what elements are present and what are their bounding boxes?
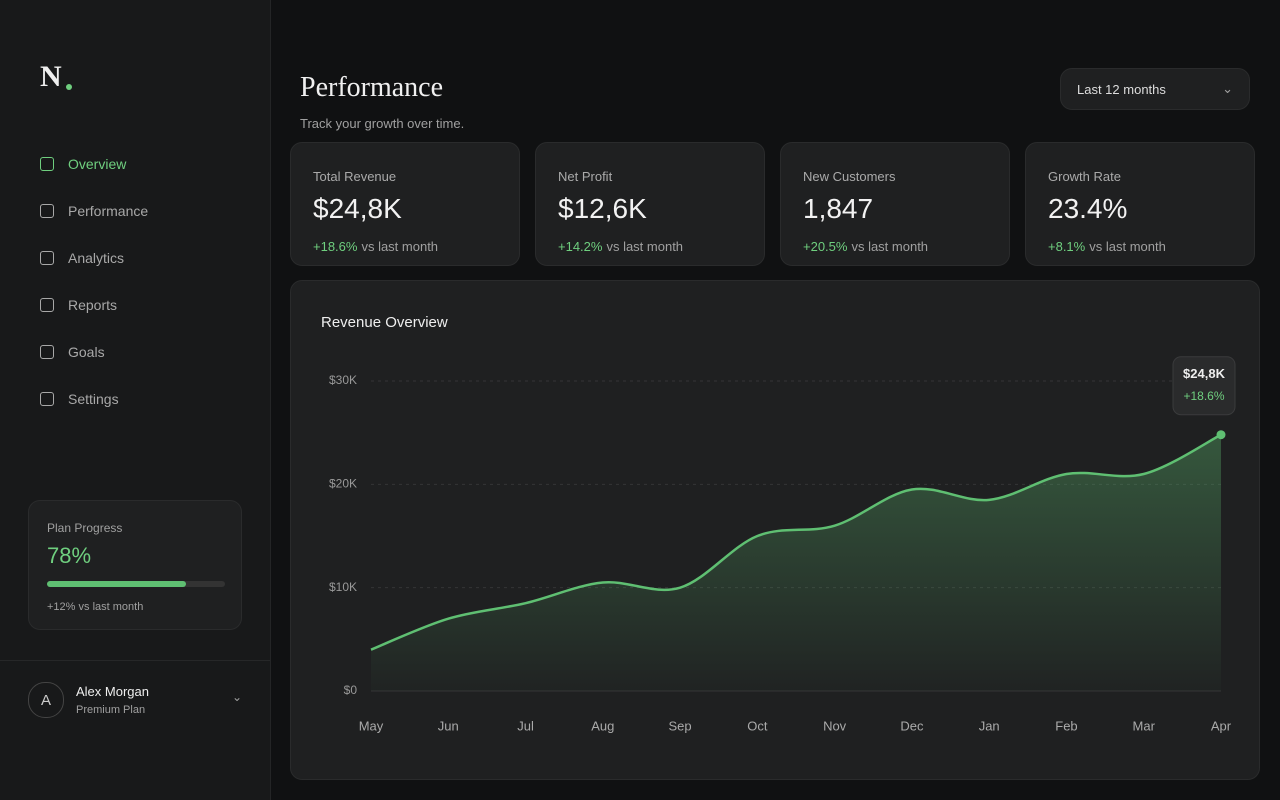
plan-card: Plan Progress 78% +12% vs last month	[28, 500, 242, 630]
kpi-value: $24,8K	[313, 193, 402, 224]
nav-icon	[40, 157, 54, 171]
kpi-value: $12,6K	[558, 193, 647, 224]
kpi-label: Net Profit	[558, 169, 613, 184]
nav-item[interactable]: Goals	[40, 334, 240, 370]
nav-icon	[40, 392, 54, 406]
chart-card: Revenue Overview $0 $10K $20K $30K May Jun Jul…	[290, 280, 1260, 780]
nav-item[interactable]: Overview	[40, 146, 240, 182]
x-tick-label: Sep	[669, 718, 692, 733]
plan-note: vs last month	[78, 601, 144, 613]
nav-label: Settings	[68, 391, 119, 407]
area	[371, 434, 1221, 691]
nav-icon	[40, 298, 54, 312]
kpi-note: vs last month	[851, 239, 929, 254]
y-tick-label: $20K	[329, 477, 357, 491]
page-subtitle: Track your growth over time.	[300, 116, 465, 131]
kpi-card: Growth Rate 23.4% +8.1% vs last month	[1025, 142, 1255, 266]
nav-label: Reports	[68, 297, 118, 313]
kpi-value: 1,847	[803, 193, 874, 224]
divider	[0, 660, 270, 661]
chart: Revenue Overview $0 $10K $20K $30K May Jun Jul…	[321, 314, 1236, 733]
kpi-card: Total Revenue $24,8K +18.6% vs last month	[290, 142, 520, 266]
y-tick-label: $0	[344, 683, 358, 697]
brand: N	[40, 60, 62, 93]
kpi-change: +8.1% vs last month	[1048, 239, 1166, 254]
plan-label: Plan Progress	[47, 521, 123, 535]
avatar[interactable]: A	[28, 682, 64, 718]
nav-item[interactable]: Analytics	[40, 240, 240, 276]
kpi-change-value: +8.1%	[1048, 239, 1086, 254]
line	[370, 433, 1222, 651]
x-tick-label: Jul	[517, 718, 534, 733]
plan-value: 78%	[47, 543, 92, 568]
kpi-change-value: +20.5%	[803, 239, 848, 254]
user-menu-caret[interactable]: ⌄	[232, 690, 243, 704]
x-tick-label: Dec	[900, 718, 924, 733]
kpi-note: vs last month	[606, 239, 684, 254]
tooltip-change: +18.6%	[1183, 389, 1224, 403]
nav-icon	[40, 204, 54, 218]
kpi-note: vs last month	[1089, 239, 1166, 254]
x-tick-label: Jun	[438, 718, 459, 733]
user-plan: Premium Plan	[76, 704, 146, 716]
nav-label: Overview	[68, 156, 127, 172]
plan-change-value: +12%	[47, 601, 76, 613]
kpi-change: +14.2% vs last month	[558, 239, 683, 254]
chart-title: Revenue Overview	[321, 314, 448, 331]
sidebar: N Overview Performance Analytics Reports Goa…	[0, 0, 271, 800]
range-select[interactable]: Last 12 months ⌄	[1060, 68, 1250, 110]
caret: ⌄	[1222, 81, 1233, 96]
x-tick-label: Aug	[591, 718, 614, 733]
kpi-label: Total Revenue	[313, 169, 397, 184]
tooltip-value: $24,8K	[1183, 366, 1226, 381]
brand-dot	[66, 84, 72, 90]
plan-change: +12% vs last month	[47, 601, 143, 613]
kpi-change-value: +14.2%	[558, 239, 603, 254]
x-tick-label: Apr	[1211, 718, 1232, 733]
nav-item[interactable]: Settings	[40, 381, 240, 417]
x-tick-label: Jan	[979, 718, 1000, 733]
nav-icon	[40, 251, 54, 265]
nav-label: Goals	[68, 344, 105, 360]
range-label: Last 12 months	[1077, 81, 1166, 97]
user-name: Alex Morgan	[76, 684, 149, 699]
kpi-note: vs last month	[361, 239, 439, 254]
point	[1216, 430, 1226, 440]
y-tick-label: $10K	[329, 580, 357, 594]
nav-item[interactable]: Performance	[40, 193, 240, 229]
kpi-label: New Customers	[803, 169, 896, 184]
x-tick-label: May	[359, 718, 384, 733]
kpi-label: Growth Rate	[1048, 169, 1121, 184]
page-title: Performance	[300, 72, 444, 103]
x-tick-label: Feb	[1055, 718, 1077, 733]
x-tick-label: Oct	[747, 718, 768, 733]
kpi-change: +20.5% vs last month	[803, 239, 928, 254]
kpi-card: Net Profit $12,6K +14.2% vs last month	[535, 142, 765, 266]
progress-bar	[47, 581, 186, 587]
x-tick-label: Mar	[1133, 718, 1156, 733]
x-tick-label: Nov	[823, 718, 847, 733]
progress-track	[47, 581, 225, 587]
kpi-change: +18.6% vs last month	[313, 239, 438, 254]
y-tick-label: $30K	[329, 373, 357, 387]
nav-item[interactable]: Reports	[40, 287, 240, 323]
kpi-value: 23.4%	[1048, 193, 1128, 224]
nav-label: Performance	[68, 203, 149, 219]
nav-label: Analytics	[68, 250, 125, 266]
nav-icon	[40, 345, 54, 359]
tooltip	[1172, 356, 1236, 416]
kpi-change-value: +18.6%	[313, 239, 358, 254]
kpi-card: New Customers 1,847 +20.5% vs last month	[780, 142, 1010, 266]
